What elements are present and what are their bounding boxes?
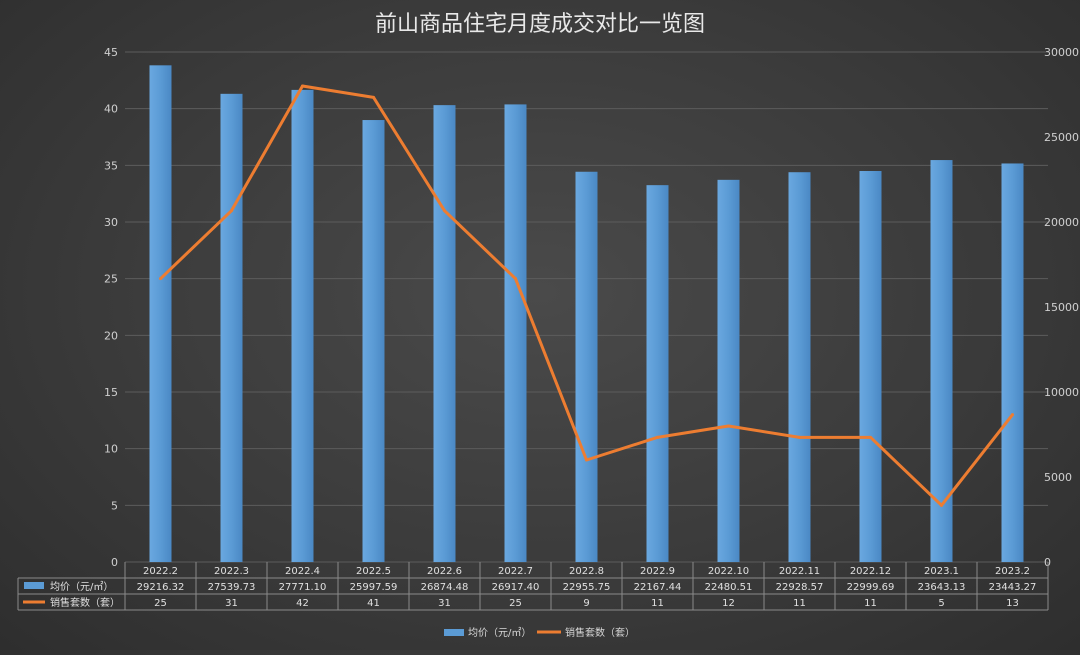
category-label: 2022.7: [498, 566, 533, 577]
right-tick-label: 15000: [1044, 301, 1079, 314]
price-cell: 26874.48: [421, 582, 469, 593]
bar: [504, 104, 527, 562]
price-cell: 27771.10: [279, 582, 327, 593]
line-point: [372, 95, 375, 99]
category-label: 2022.9: [640, 566, 675, 577]
bar: [433, 105, 456, 562]
legend-label: 均价（元/㎡）: [468, 627, 531, 639]
legend-bar-swatch: [444, 629, 464, 636]
line-point: [727, 424, 730, 428]
line-point: [159, 277, 162, 281]
right-tick-label: 25000: [1044, 131, 1079, 144]
category-label: 2022.5: [356, 566, 391, 577]
bar: [575, 171, 598, 562]
bar: [646, 185, 669, 563]
bar: [291, 89, 314, 562]
line-point: [514, 277, 517, 281]
left-tick-label: 40: [104, 103, 118, 116]
count-cell: 42: [296, 598, 309, 609]
bar: [788, 172, 811, 563]
category-label: 2022.2: [143, 566, 178, 577]
price-cell: 22167.44: [634, 582, 682, 593]
category-label: 2022.10: [708, 566, 749, 577]
count-cell: 12: [722, 598, 735, 609]
bar: [220, 93, 243, 563]
count-cell: 25: [154, 598, 167, 609]
line-point: [798, 435, 801, 439]
data-table: 2022.2 2022.3 2022.4 2022.5 2022.6 2022.7 2022…: [17, 562, 1049, 611]
bar: [362, 120, 385, 563]
price-cell: 27539.73: [208, 582, 256, 593]
category-label: 2022.11: [779, 566, 820, 577]
left-tick-label: 15: [104, 386, 118, 399]
category-label: 2022.8: [569, 566, 604, 577]
line-point: [301, 84, 304, 88]
bar: [149, 65, 172, 562]
count-cell: 9: [583, 598, 589, 609]
price-cell: 26917.40: [492, 582, 540, 593]
count-cell: 31: [225, 598, 238, 609]
price-cell: 25997.59: [350, 582, 398, 593]
chart-title: 前山商品住宅月度成交对比一览图: [375, 12, 705, 37]
bar: [930, 160, 953, 563]
right-tick-label: 30000: [1044, 46, 1079, 59]
category-label: 2022.4: [285, 566, 320, 577]
count-cell: 5: [938, 598, 944, 609]
category-label: 2022.3: [214, 566, 249, 577]
bar: [1001, 163, 1024, 562]
count-cell: 25: [509, 598, 522, 609]
left-tick-label: 30: [104, 216, 118, 229]
legend-label: 销售套数（套）: [565, 626, 635, 639]
category-label: 2023.1: [924, 566, 959, 577]
price-cell: 23643.13: [918, 582, 966, 593]
line-series: [159, 84, 1014, 507]
bar-series: [149, 65, 1024, 563]
bar: [717, 179, 740, 562]
left-tick-label: 20: [104, 329, 118, 342]
table-row-label: 销售套数（套）: [50, 596, 120, 609]
legend: 均价（元/㎡） 销售套数（套）: [444, 626, 635, 639]
line-point: [230, 209, 233, 213]
price-cell: 23443.27: [989, 582, 1037, 593]
category-label: 2022.12: [850, 566, 891, 577]
count-cell: 11: [864, 598, 877, 609]
left-axis: 0 5 10 15 20 25 30 35 40 45: [104, 46, 118, 569]
count-cell: 41: [367, 598, 380, 609]
right-tick-label: 5000: [1044, 471, 1072, 484]
count-cell: 11: [793, 598, 806, 609]
price-cell: 22955.75: [563, 582, 611, 593]
right-tick-label: 20000: [1044, 216, 1079, 229]
bar: [859, 171, 882, 563]
line-point: [940, 503, 943, 507]
category-label: 2023.2: [995, 566, 1030, 577]
left-tick-label: 10: [104, 443, 118, 456]
right-tick-label: 10000: [1044, 386, 1079, 399]
count-cell: 11: [651, 598, 664, 609]
price-cell: 22928.57: [776, 582, 824, 593]
line-point: [443, 209, 446, 213]
left-tick-label: 35: [104, 159, 118, 172]
table-row-label: 均价（元/㎡）: [50, 581, 113, 593]
price-cell: 29216.32: [137, 582, 185, 593]
line-point: [869, 435, 872, 439]
left-tick-label: 25: [104, 273, 118, 286]
count-cell: 31: [438, 598, 451, 609]
price-cell: 22999.69: [847, 582, 895, 593]
line-point: [1011, 413, 1014, 417]
count-cell: 13: [1006, 598, 1019, 609]
line-point: [585, 458, 588, 462]
left-tick-label: 45: [104, 46, 118, 59]
price-cell: 22480.51: [705, 582, 753, 593]
left-tick-label: 0: [111, 556, 118, 569]
left-tick-label: 5: [111, 499, 118, 512]
table-bar-swatch: [24, 582, 44, 589]
line-point: [656, 435, 659, 439]
category-label: 2022.6: [427, 566, 462, 577]
right-axis: 050001000015000200002500030000: [1044, 46, 1079, 569]
